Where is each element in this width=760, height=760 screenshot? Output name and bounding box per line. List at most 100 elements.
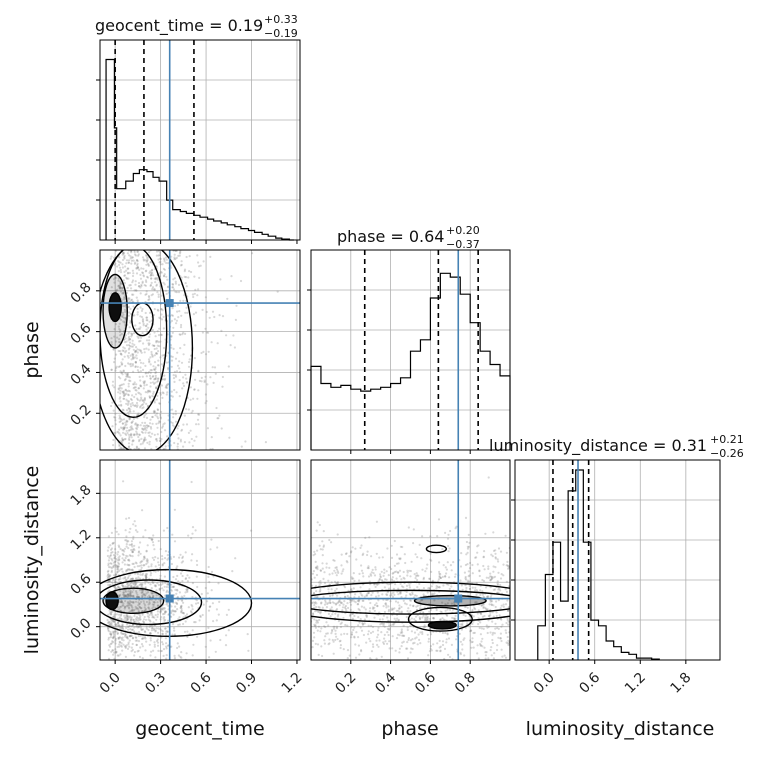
scatter-point [393,570,396,574]
scatter-point [385,604,388,607]
scatter-point [471,608,474,612]
scatter-point [128,645,131,648]
scatter-point [110,633,113,636]
scatter-point [130,259,133,262]
scatter-point [438,646,441,649]
scatter-point [180,605,183,608]
scatter-point [154,281,157,284]
scatter-point [120,371,124,374]
scatter-point [121,570,124,573]
scatter-point [131,256,134,259]
scatter-point [114,560,117,563]
scatter-point [206,383,209,386]
scatter-point [141,628,145,631]
scatter-point [141,307,144,311]
title-phase-plus: +0.20 [446,224,480,237]
scatter-point [150,427,153,430]
scatter-point [132,620,136,624]
xtick-label-geocent_time-0: 0.0 [97,670,124,697]
scatter-point [130,425,133,428]
scatter-point [118,266,122,269]
scatter-point [133,395,136,399]
scatter-point [502,574,505,577]
scatter-point [149,574,152,577]
scatter-point [469,630,472,633]
scatter-point [157,583,161,587]
scatter-point [124,600,127,603]
scatter-point [141,431,144,434]
scatter-point [130,585,133,588]
scatter-point [311,572,314,575]
scatter-point [191,582,194,585]
scatter-point [460,584,463,587]
scatter-point [316,629,319,632]
scatter-point [157,254,160,257]
scatter-point [188,441,191,444]
scatter-point [122,291,125,295]
scatter-point [182,611,185,615]
scatter-point [388,566,391,569]
scatter-point [148,396,152,399]
scatter-point [153,288,156,291]
scatter-point [134,422,137,425]
scatter-point [213,315,216,319]
scatter-point [123,254,126,257]
scatter-point [174,410,177,413]
scatter-point [438,575,441,578]
scatter-point [128,437,131,440]
scatter-point [148,371,151,374]
scatter-point [131,550,134,554]
scatter-point [475,589,478,592]
scatter-point [343,632,346,635]
scatter-point [163,273,166,276]
scatter-point [182,445,185,448]
scatter-point [360,650,363,653]
scatter-point [350,550,353,553]
scatter-point [419,599,423,602]
scatter-point [123,645,127,648]
scatter-point [320,645,323,648]
scatter-point [143,401,146,404]
scatter-point [429,558,432,561]
scatter-point [154,278,157,281]
scatter-point [131,637,134,640]
scatter-point [134,283,137,286]
scatter-point [170,314,173,317]
scatter-point [313,550,316,554]
scatter-point [134,350,137,353]
scatter-point [159,416,162,419]
scatter-point [120,631,123,634]
scatter-point [444,609,447,612]
scatter-point [165,275,168,278]
scatter-point [335,587,338,590]
scatter-point [110,633,113,636]
hist-frame-geocent_time [99,39,301,241]
scatter-point [154,585,157,588]
scatter-point [233,346,236,349]
scatter-point [125,269,128,272]
scatter-point [143,609,146,612]
scatter-point [157,563,161,567]
scatter-point [496,582,499,585]
scatter-point [118,256,121,259]
scatter-point [187,606,190,609]
scatter-point [170,359,174,362]
scatter-point [123,593,126,597]
scatter-point [132,588,135,591]
scatter-point [422,625,425,629]
scatter-point [118,330,121,333]
scatter-point [179,264,183,267]
scatter-point [173,380,176,383]
scatter-point [121,266,124,269]
scatter-point [127,402,130,405]
scatter-point [179,438,182,441]
scatter-point [137,327,140,330]
scatter-point [160,308,163,311]
scatter-point [196,585,199,589]
scatter-point [150,627,154,630]
scatter-point [506,599,509,602]
scatter-point [155,627,158,630]
scatter-point [193,439,196,442]
scatter-point [496,558,499,561]
scatter-point [130,287,133,290]
